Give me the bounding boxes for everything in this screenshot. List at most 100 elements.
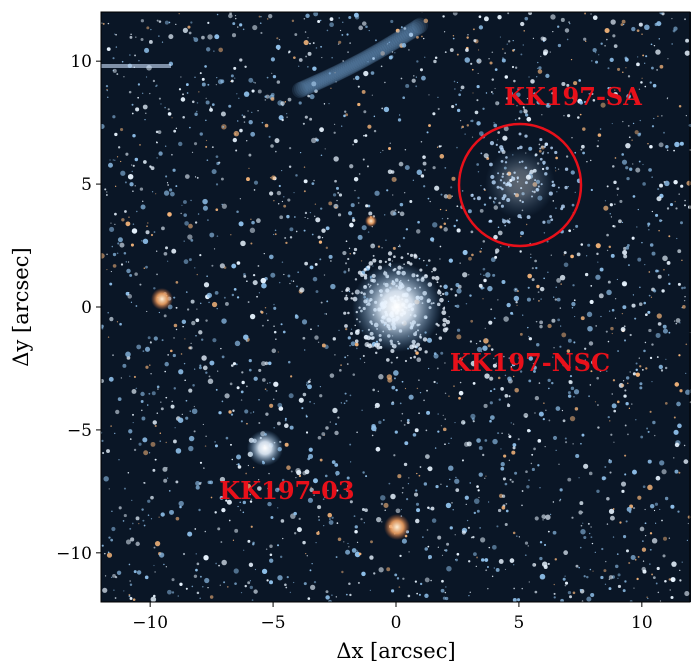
star [247,301,250,303]
star [461,459,465,462]
star [666,207,670,210]
star [303,229,306,232]
star [258,292,261,294]
star [381,521,383,523]
star [476,59,480,63]
star [590,159,592,162]
star [260,31,263,35]
star [149,92,151,95]
star [358,173,361,175]
star [427,197,430,200]
star [680,184,684,188]
streak [381,36,398,53]
star [628,136,631,139]
star [425,454,430,459]
star [522,44,524,46]
star [205,145,208,148]
star [655,332,661,338]
star [354,551,361,558]
star [365,204,369,208]
star [421,75,426,81]
star [131,112,134,115]
star [383,502,389,509]
star [491,78,495,81]
star [584,272,589,277]
star [401,492,404,494]
star [657,322,662,326]
star [425,593,428,596]
star [636,62,640,67]
star [214,440,217,443]
star [429,200,431,203]
star [116,73,119,75]
star [390,361,393,364]
star [608,459,613,464]
star [639,286,641,289]
star [525,470,528,474]
star [251,111,253,114]
star [519,250,522,253]
star [626,506,632,512]
star [648,229,650,231]
star [552,435,558,440]
star [130,33,132,36]
star [218,411,222,415]
star [203,555,209,561]
star [547,562,550,566]
star [185,399,188,402]
star [230,79,234,83]
star [652,576,656,580]
star [513,587,515,590]
star [206,47,211,52]
cluster-star [350,297,353,300]
star [418,474,421,477]
star [580,148,583,151]
star [454,88,456,90]
star [171,153,173,156]
star [506,302,511,308]
star [325,595,330,600]
star [639,386,643,390]
star [114,432,116,435]
star [667,274,670,276]
star [504,52,506,54]
star [272,233,275,236]
star [149,364,151,366]
star [485,92,488,94]
star [525,113,529,117]
star [365,25,368,29]
star [154,540,161,547]
star [437,430,440,433]
star [287,274,291,278]
star [209,106,212,108]
star [405,228,409,231]
cluster-star [564,185,568,190]
star [683,299,686,302]
star [131,389,137,394]
star [671,43,673,45]
star [144,118,146,121]
star [569,22,571,25]
star [470,62,473,65]
cluster-star [442,322,447,327]
star [637,555,640,558]
star [189,126,191,129]
star [644,522,647,525]
star [596,252,599,256]
star [549,51,551,53]
star [269,544,273,548]
star [175,23,177,25]
star [397,245,400,248]
star [315,217,321,223]
star [352,251,356,255]
cluster-star [545,142,548,146]
star [134,185,136,187]
star [515,92,521,98]
star [374,190,380,196]
cluster-star [445,319,451,325]
star [488,320,493,325]
star [678,193,680,195]
star [607,99,609,101]
star [573,299,576,302]
star [617,584,622,589]
